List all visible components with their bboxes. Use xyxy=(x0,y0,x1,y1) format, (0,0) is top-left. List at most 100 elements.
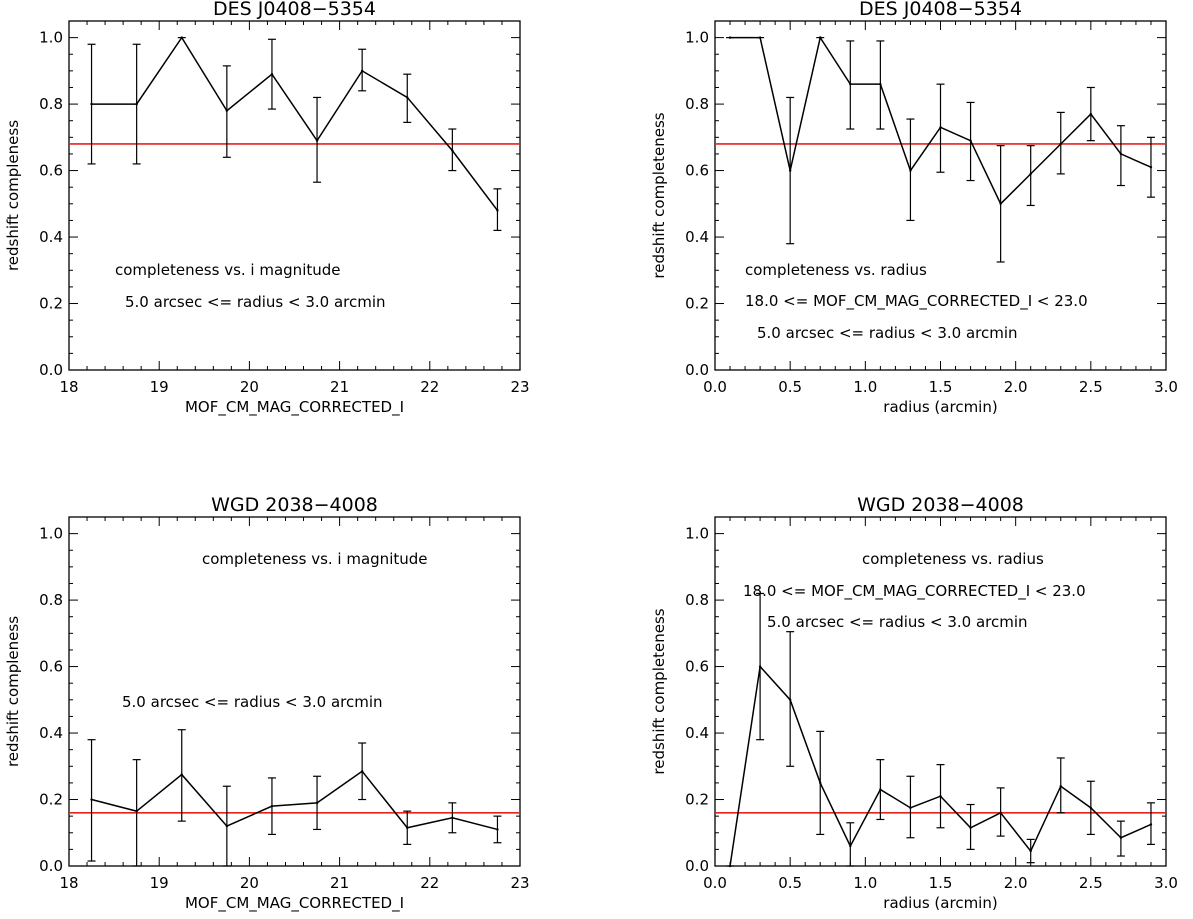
annotation: completeness vs. i magnitude xyxy=(115,261,341,279)
x-tick-label: 2.0 xyxy=(1004,378,1028,396)
y-tick-label: 0.2 xyxy=(685,295,709,313)
data-point xyxy=(849,82,852,86)
y-tick-label: 0.6 xyxy=(39,162,63,180)
data-point xyxy=(999,202,1002,206)
data-point xyxy=(909,806,912,810)
y-tick-label: 0.0 xyxy=(685,361,709,379)
y-tick-label: 0.8 xyxy=(685,591,709,609)
x-tick-label: 19 xyxy=(150,378,169,396)
data-point xyxy=(180,773,183,776)
x-tick-label: 20 xyxy=(240,874,259,892)
chart-title: WGD 2038−4008 xyxy=(211,494,378,516)
annotation: completeness vs. i magnitude xyxy=(202,550,428,568)
annotation: 5.0 arcsec <= radius < 3.0 arcmin xyxy=(767,613,1028,631)
x-tick-label: 18 xyxy=(59,874,78,892)
x-axis-label: radius (arcmin) xyxy=(883,398,997,416)
chart-panel-3: 18 19 20 21 22 23 0.0 0.2 0.4 0.6 0.8 1.0 WGD 2038−4… xyxy=(4,494,530,913)
y-tick-label: 1.0 xyxy=(685,29,709,47)
x-tick-label: 1.5 xyxy=(929,874,953,892)
x-tick-label: 1.5 xyxy=(929,378,953,396)
y-tick-label: 0.4 xyxy=(39,724,63,742)
y-tick-label: 0.4 xyxy=(685,228,709,246)
data-point xyxy=(1149,166,1153,169)
y-tick-label: 1.0 xyxy=(39,29,63,47)
x-tick-label: 0.5 xyxy=(778,874,802,892)
x-tick-label: 3.0 xyxy=(1154,378,1178,396)
y-tick-label: 0.8 xyxy=(39,591,63,609)
data-point xyxy=(969,139,972,142)
x-tick-label: 19 xyxy=(150,874,169,892)
annotation: 5.0 arcsec <= radius < 3.0 arcmin xyxy=(757,324,1018,342)
y-axis-label: redshift compleness xyxy=(4,120,22,271)
chart-title: DES J0408−5354 xyxy=(859,0,1022,20)
data-point xyxy=(1089,112,1093,116)
x-axis-label: MOF_CM_MAG_CORRECTED_I xyxy=(185,398,404,417)
y-tick-label: 0.0 xyxy=(685,857,709,875)
y-tick-label: 1.0 xyxy=(685,525,709,543)
x-tick-label: 2.5 xyxy=(1079,874,1103,892)
x-tick-label: 0.5 xyxy=(778,378,802,396)
x-axis-label: radius (arcmin) xyxy=(883,894,997,912)
y-axis-label: redshift completeness xyxy=(650,112,668,278)
chart-title: WGD 2038−4008 xyxy=(857,494,1024,516)
data-point xyxy=(879,788,882,791)
data-point xyxy=(315,139,319,142)
x-tick-label: 2.5 xyxy=(1079,378,1103,396)
data-point xyxy=(1029,172,1032,176)
data-point xyxy=(451,149,454,152)
x-tick-label: 22 xyxy=(420,378,439,396)
data-point xyxy=(406,826,409,829)
data-point xyxy=(90,102,93,106)
data-point xyxy=(999,811,1002,815)
data-point xyxy=(939,795,942,798)
y-tick-label: 0.0 xyxy=(39,857,63,875)
data-point xyxy=(360,69,364,73)
x-tick-label: 20 xyxy=(240,378,259,396)
annotation: completeness vs. radius xyxy=(862,550,1044,568)
data-point xyxy=(360,770,364,773)
data-point xyxy=(758,36,762,39)
data-point xyxy=(270,72,274,76)
data-point xyxy=(909,169,912,172)
x-tick-label: 22 xyxy=(420,874,439,892)
data-point xyxy=(496,828,499,831)
data-point xyxy=(969,826,972,829)
data-point xyxy=(406,96,409,99)
y-axis-label: redshift compleness xyxy=(4,616,22,767)
series-line xyxy=(91,36,499,211)
annotation: 18.0 <= MOF_CM_MAG_CORRECTED_I < 23.0 xyxy=(745,292,1088,311)
data-point xyxy=(728,864,732,868)
data-point xyxy=(1029,849,1032,853)
data-point xyxy=(90,798,93,801)
data-point xyxy=(135,102,138,106)
data-point xyxy=(1059,785,1062,788)
x-tick-label: 0.0 xyxy=(703,378,727,396)
data-point xyxy=(788,169,792,172)
y-tick-label: 0.4 xyxy=(685,724,709,742)
y-tick-label: 0.8 xyxy=(685,95,709,113)
chart-title: DES J0408−5354 xyxy=(213,0,376,20)
data-point xyxy=(819,781,822,785)
plot-frame xyxy=(68,516,521,867)
y-tick-label: 0.6 xyxy=(685,658,709,676)
chart-panel-1: 18 19 20 21 22 23 0.0 0.2 0.4 0.6 0.8 1.0 DES J0408−… xyxy=(4,0,530,417)
x-tick-label: 18 xyxy=(59,378,78,396)
data-point xyxy=(1149,823,1153,826)
y-tick-label: 0.8 xyxy=(39,95,63,113)
annotation: 5.0 arcsec <= radius < 3.0 arcmin xyxy=(125,293,386,311)
data-point xyxy=(225,109,229,112)
plot-frame xyxy=(714,20,1167,371)
annotation: 18.0 <= MOF_CM_MAG_CORRECTED_I < 23.0 xyxy=(743,582,1086,601)
x-tick-label: 21 xyxy=(330,378,349,396)
y-tick-label: 0.0 xyxy=(39,361,63,379)
data-point xyxy=(728,36,732,39)
y-tick-label: 0.2 xyxy=(685,791,709,809)
data-point xyxy=(758,665,762,668)
series-line xyxy=(91,770,498,831)
y-tick-label: 1.0 xyxy=(39,525,63,543)
data-point xyxy=(879,82,882,86)
y-tick-label: 0.2 xyxy=(39,791,63,809)
annotation: 5.0 arcsec <= radius < 3.0 arcmin xyxy=(122,693,383,711)
data-point xyxy=(939,126,942,129)
